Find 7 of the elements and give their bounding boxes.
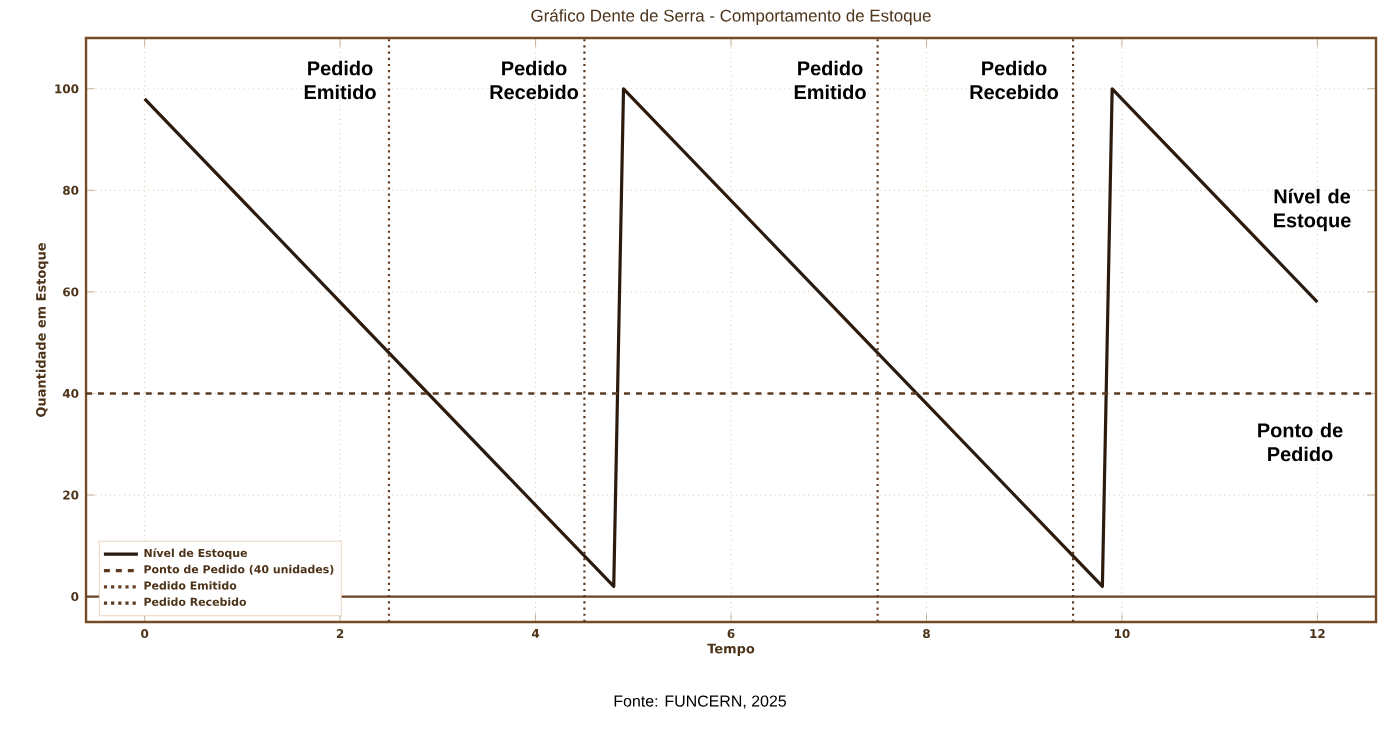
annotation: Pedido Emitido (304, 60, 376, 100)
chart-title: Gráfico Dente de Serra - Comportamento de Estoque (531, 9, 931, 25)
annotation: Pedido Recebido (970, 60, 1059, 100)
annotation: Pedido Emitido (794, 60, 866, 100)
annotation: Pedido Recebido (490, 60, 579, 100)
annotation: Ponto de Pedido (1258, 422, 1343, 462)
annotation: Nível de Estoque (1274, 188, 1351, 232)
